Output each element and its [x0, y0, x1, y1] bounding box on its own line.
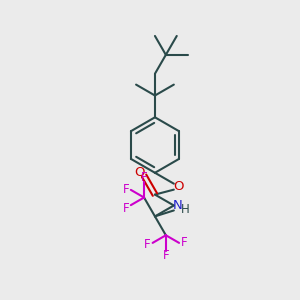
Text: H: H [181, 203, 190, 216]
Text: O: O [134, 166, 144, 179]
Text: F: F [144, 238, 151, 251]
Text: F: F [163, 249, 169, 262]
Text: O: O [173, 180, 184, 193]
Text: N: N [173, 199, 183, 212]
Text: F: F [123, 202, 129, 214]
Text: F: F [123, 183, 129, 196]
Text: F: F [141, 171, 147, 184]
Text: F: F [181, 236, 187, 249]
